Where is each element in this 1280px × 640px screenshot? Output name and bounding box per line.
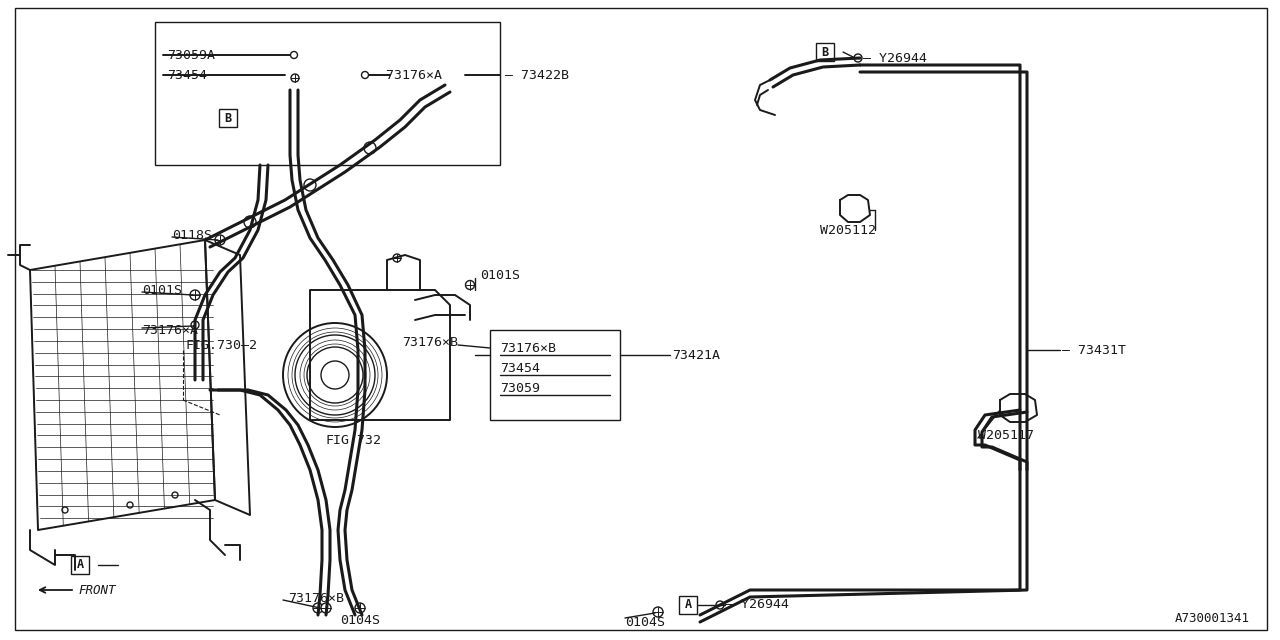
- Text: 0104S: 0104S: [340, 614, 380, 627]
- Circle shape: [364, 142, 376, 154]
- Text: W205112: W205112: [820, 223, 876, 237]
- Text: 73454: 73454: [166, 68, 207, 81]
- Circle shape: [283, 323, 387, 427]
- Text: 73176×B: 73176×B: [402, 335, 458, 349]
- Text: 0118S: 0118S: [172, 228, 212, 241]
- Text: FIG.730–2: FIG.730–2: [186, 339, 257, 351]
- Circle shape: [716, 601, 724, 609]
- Circle shape: [361, 72, 369, 79]
- Bar: [817, 43, 835, 61]
- Circle shape: [393, 254, 401, 262]
- Circle shape: [215, 235, 225, 245]
- Circle shape: [321, 603, 332, 613]
- Circle shape: [314, 603, 323, 613]
- Text: 73176×B: 73176×B: [288, 591, 344, 605]
- Circle shape: [291, 74, 300, 82]
- Circle shape: [321, 361, 349, 389]
- Text: 73176×A: 73176×A: [142, 323, 198, 337]
- Text: 73176×A: 73176×A: [370, 68, 442, 81]
- Text: 73176×B: 73176×B: [500, 342, 556, 355]
- Bar: [219, 109, 237, 127]
- Text: 73059: 73059: [500, 381, 540, 394]
- Text: – 73422B: – 73422B: [506, 68, 570, 81]
- Text: 0104S: 0104S: [625, 616, 666, 628]
- Circle shape: [355, 603, 365, 613]
- Text: 73454: 73454: [500, 362, 540, 374]
- Circle shape: [294, 335, 375, 415]
- Text: W205117: W205117: [978, 429, 1034, 442]
- Circle shape: [653, 607, 663, 617]
- Text: A: A: [685, 598, 691, 611]
- Bar: [70, 556, 90, 574]
- Circle shape: [305, 179, 316, 191]
- Circle shape: [854, 54, 861, 62]
- Text: 0101S: 0101S: [480, 269, 520, 282]
- Text: A: A: [77, 559, 83, 572]
- Text: B: B: [822, 45, 828, 58]
- Circle shape: [291, 51, 297, 58]
- Circle shape: [172, 492, 178, 498]
- Text: 73059A: 73059A: [166, 49, 215, 61]
- Bar: [155, 22, 500, 165]
- Circle shape: [466, 280, 475, 289]
- Circle shape: [127, 502, 133, 508]
- Circle shape: [307, 347, 364, 403]
- Text: FRONT: FRONT: [78, 584, 115, 596]
- Text: – 73431T: – 73431T: [1062, 344, 1126, 356]
- Bar: [678, 596, 698, 614]
- Circle shape: [191, 321, 198, 329]
- Circle shape: [189, 290, 200, 300]
- Text: A730001341: A730001341: [1175, 612, 1251, 625]
- Text: FIG.732: FIG.732: [325, 433, 381, 447]
- Text: – Y26944: – Y26944: [863, 51, 927, 65]
- Text: 73421A: 73421A: [672, 349, 721, 362]
- Text: – Y26944: – Y26944: [724, 598, 788, 611]
- Circle shape: [244, 216, 256, 228]
- Bar: [490, 330, 620, 420]
- Circle shape: [61, 507, 68, 513]
- Text: B: B: [224, 111, 232, 125]
- Text: 0101S: 0101S: [142, 284, 182, 296]
